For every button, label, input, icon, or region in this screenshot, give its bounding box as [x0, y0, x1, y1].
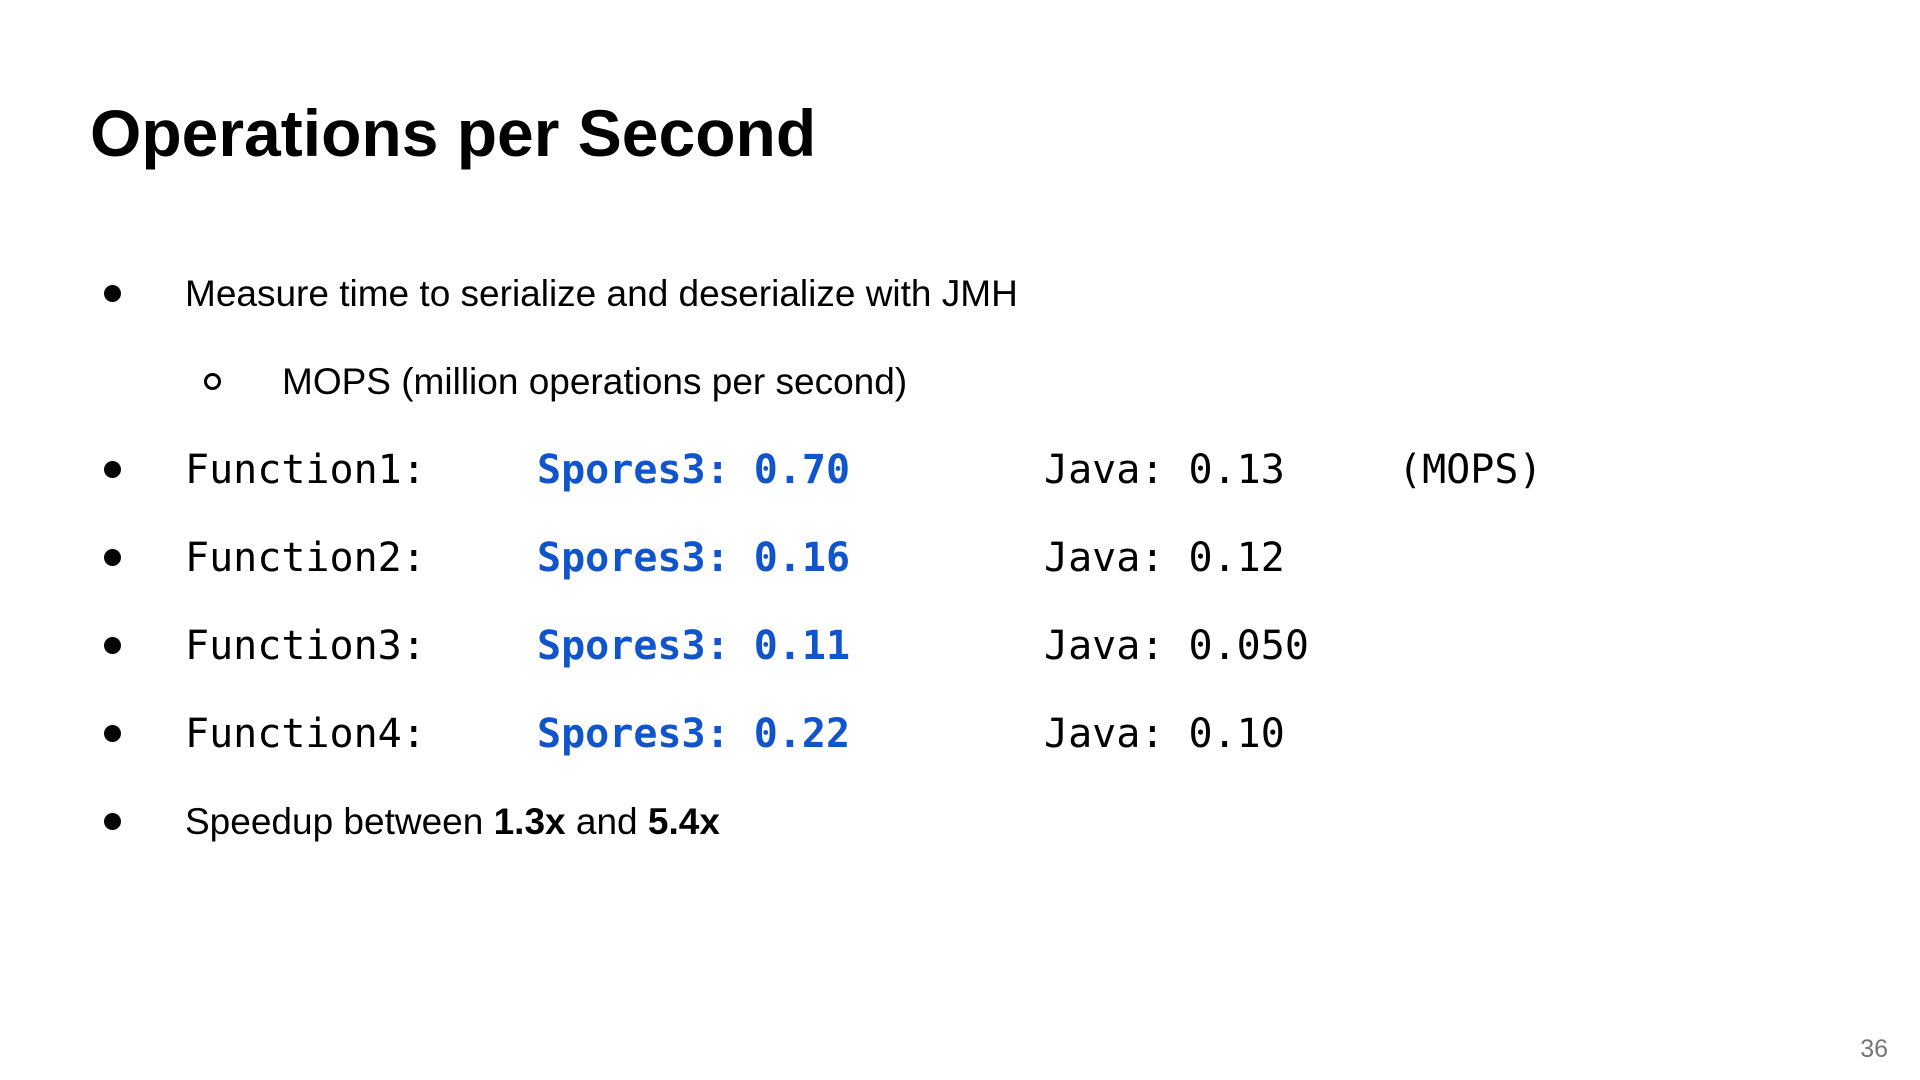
bullet-icon — [104, 549, 121, 567]
bullet-icon — [104, 813, 121, 831]
page-number: 36 — [1860, 1035, 1888, 1063]
function3-java-value: Java: 0.050 — [1044, 622, 1309, 669]
bullet-text: Measure time to serialize and deserializ… — [185, 272, 1018, 314]
mops-unit-label: (MOPS) — [1398, 446, 1543, 493]
sub-bullet-icon — [204, 373, 221, 391]
list-item-function4: Function4: Spores3: 0.22 Java: 0.10 — [0, 690, 1920, 778]
function4-java-value: Java: 0.10 — [1044, 710, 1285, 757]
list-item-function2: Function2: Spores3: 0.16 Java: 0.12 — [0, 514, 1920, 602]
sub-bullet-text: MOPS (million operations per second) — [282, 360, 908, 402]
page-title: Operations per Second — [90, 96, 817, 170]
list-item-measure: Measure time to serialize and deserializ… — [0, 250, 1920, 338]
bullet-list: Measure time to serialize and deserializ… — [0, 250, 1920, 866]
bullet-icon — [104, 637, 121, 655]
function4-label: Function4: — [185, 710, 426, 757]
function1-spores-value: Spores3: 0.70 — [537, 446, 851, 493]
function2-line: Function2: Spores3: 0.16 Java: 0.12 — [185, 535, 1398, 581]
function2-spores-value: Spores3: 0.16 — [537, 534, 851, 581]
list-item-function1: Function1: Spores3: 0.70 Java: 0.13 (MOPS) — [0, 426, 1920, 514]
bullet-icon — [104, 461, 121, 479]
function3-label: Function3: — [185, 622, 426, 669]
function3-spores-value: Spores3: 0.11 — [537, 622, 851, 669]
function2-java-value: Java: 0.12 — [1044, 534, 1285, 581]
function1-line: Function1: Spores3: 0.70 Java: 0.13 (MOPS) — [185, 447, 1543, 493]
function4-line: Function4: Spores3: 0.22 Java: 0.10 — [185, 711, 1398, 757]
bullet-icon — [104, 285, 121, 303]
function1-label: Function1: — [185, 446, 426, 493]
function4-spores-value: Spores3: 0.22 — [537, 710, 851, 757]
bullet-icon — [104, 725, 121, 743]
function3-line: Function3: Spores3: 0.11 Java: 0.050 — [185, 623, 1398, 669]
list-item-speedup: Speedup between 1.3x and 5.4x — [0, 778, 1920, 866]
speedup-low-value: 1.3x — [493, 800, 566, 842]
function1-java-value: Java: 0.13 — [1044, 446, 1285, 493]
function2-label: Function2: — [185, 534, 426, 581]
speedup-line: Speedup between 1.3x and 5.4x — [185, 801, 720, 843]
list-item-mops: MOPS (million operations per second) — [0, 338, 1920, 426]
speedup-high-value: 5.4x — [647, 800, 720, 842]
speedup-mid: and — [565, 800, 648, 842]
list-item-function3: Function3: Spores3: 0.11 Java: 0.050 — [0, 602, 1920, 690]
speedup-prefix: Speedup between — [185, 800, 494, 842]
